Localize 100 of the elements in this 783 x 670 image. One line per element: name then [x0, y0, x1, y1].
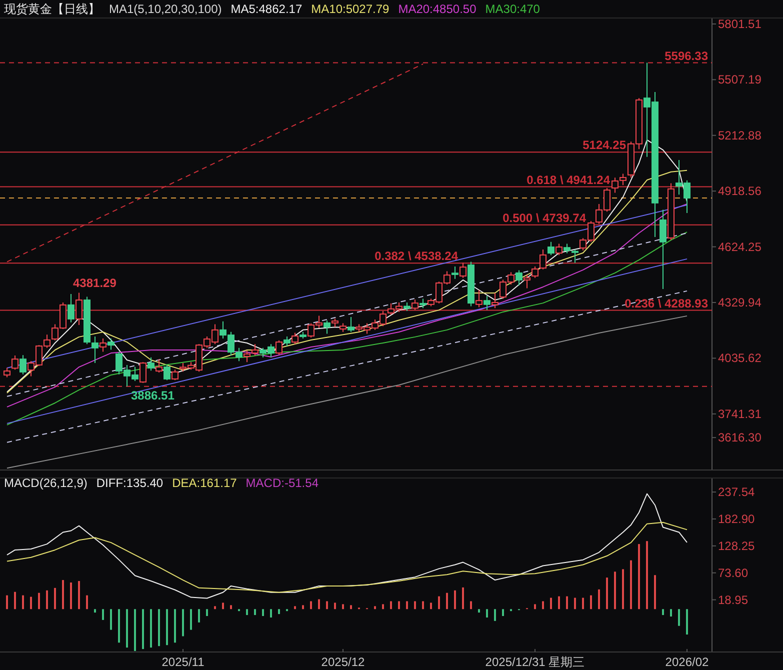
ref-line-label: 0.236 \ 4288.93 [624, 296, 708, 310]
bar [326, 601, 328, 610]
bar [502, 609, 504, 616]
ref-line-label: 5124.25 [582, 138, 626, 152]
bar [254, 609, 256, 616]
bar [150, 609, 152, 648]
text: MA30:470 [485, 2, 540, 16]
ref-line-label: 0.382 \ 4538.24 [374, 249, 458, 264]
bar [166, 609, 168, 646]
bar [30, 596, 32, 610]
bar [686, 609, 688, 635]
bar [558, 596, 560, 610]
bar [566, 596, 568, 610]
bar [94, 609, 96, 613]
bar [398, 601, 400, 610]
line-series [6, 522, 688, 593]
bar [406, 601, 408, 610]
bar [54, 588, 56, 610]
bar [6, 595, 8, 610]
annotation: MACD:-51.54 [246, 476, 319, 490]
y-tick-label: 18.95 [718, 592, 748, 607]
candlestick [452, 266, 458, 280]
bar [670, 609, 672, 617]
bar [134, 609, 136, 652]
bar [214, 606, 216, 610]
y-tick-label: 182.90 [718, 512, 756, 526]
bar [478, 609, 480, 613]
chart-subtitle: MA1(5,10,20,30,100) [109, 2, 222, 16]
candlestick [524, 274, 530, 289]
annotation: 4381.29 [73, 276, 117, 290]
bar [470, 601, 472, 610]
x-tick-label: 2025/12/31 星期三 [485, 655, 585, 669]
bar [462, 587, 464, 610]
bar [14, 592, 16, 610]
text: MA10:5027.79 [311, 2, 390, 16]
bar [614, 572, 616, 610]
bar [142, 609, 144, 650]
bar [414, 601, 416, 610]
bar [678, 609, 680, 626]
bar [606, 578, 608, 610]
bar [158, 609, 160, 646]
bar [454, 590, 456, 610]
bar [190, 609, 192, 630]
bar [422, 601, 424, 610]
bar [646, 541, 648, 610]
ref-line-label: 0.500 \ 4739.74 [502, 210, 586, 225]
annotation: 3886.51 [131, 388, 175, 402]
bar [22, 595, 24, 610]
chart-title: 现货黄金【日线】 [4, 2, 100, 16]
bar [182, 609, 184, 636]
bar [70, 582, 72, 610]
y-tick-label: 4624.25 [718, 240, 762, 254]
y-tick-label: 5212.88 [718, 128, 762, 142]
y-tick-label: 4035.62 [718, 351, 762, 366]
bar [294, 606, 296, 610]
y-tick-label: 128.25 [718, 538, 756, 553]
bar [662, 609, 664, 616]
bar [582, 598, 584, 610]
text: MA20:4850.50 [398, 2, 477, 16]
bar [342, 604, 344, 610]
x-tick-label: 2026/02 [665, 655, 710, 669]
bar [78, 581, 80, 610]
x-tick-label: 2025/12 [321, 655, 366, 669]
ref-line-label: 0.618 \ 4941.24 [526, 172, 610, 187]
y-tick-label: 3741.31 [718, 406, 762, 421]
bar [38, 592, 40, 610]
bar [126, 609, 128, 648]
bar [574, 598, 576, 610]
bar [270, 609, 272, 618]
text: DIFF:135.40 [96, 476, 164, 490]
bar [382, 604, 384, 610]
bar [550, 598, 552, 610]
bar [622, 569, 624, 610]
bar [598, 589, 600, 610]
line-series [6, 493, 688, 599]
bar [230, 605, 232, 610]
bar [302, 605, 304, 610]
bar [222, 602, 224, 610]
y-tick-label: 5507.19 [718, 72, 762, 87]
text: MA5:4862.17 [230, 2, 302, 16]
bar [374, 606, 376, 610]
bar [542, 601, 544, 610]
bar [534, 604, 536, 610]
y-tick-label: 4329.94 [718, 296, 762, 310]
bar [86, 595, 88, 610]
bar [262, 609, 264, 616]
candlestick [92, 336, 98, 364]
text: DEA:161.17 [172, 476, 238, 490]
bar [446, 592, 448, 610]
bar [206, 609, 208, 616]
candlestick [404, 302, 410, 312]
bar [174, 609, 176, 643]
bar [278, 609, 280, 614]
ref-line-label: 5596.33 [664, 48, 708, 63]
bar [590, 595, 592, 610]
candlestick [660, 209, 666, 290]
bar [246, 609, 248, 616]
bar [318, 599, 320, 610]
bar [390, 601, 392, 610]
bar [494, 609, 496, 621]
